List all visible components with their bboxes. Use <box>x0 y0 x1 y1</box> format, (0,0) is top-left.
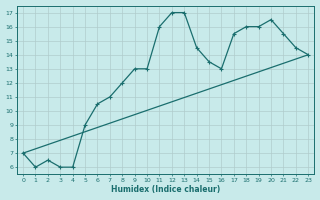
X-axis label: Humidex (Indice chaleur): Humidex (Indice chaleur) <box>111 185 220 194</box>
